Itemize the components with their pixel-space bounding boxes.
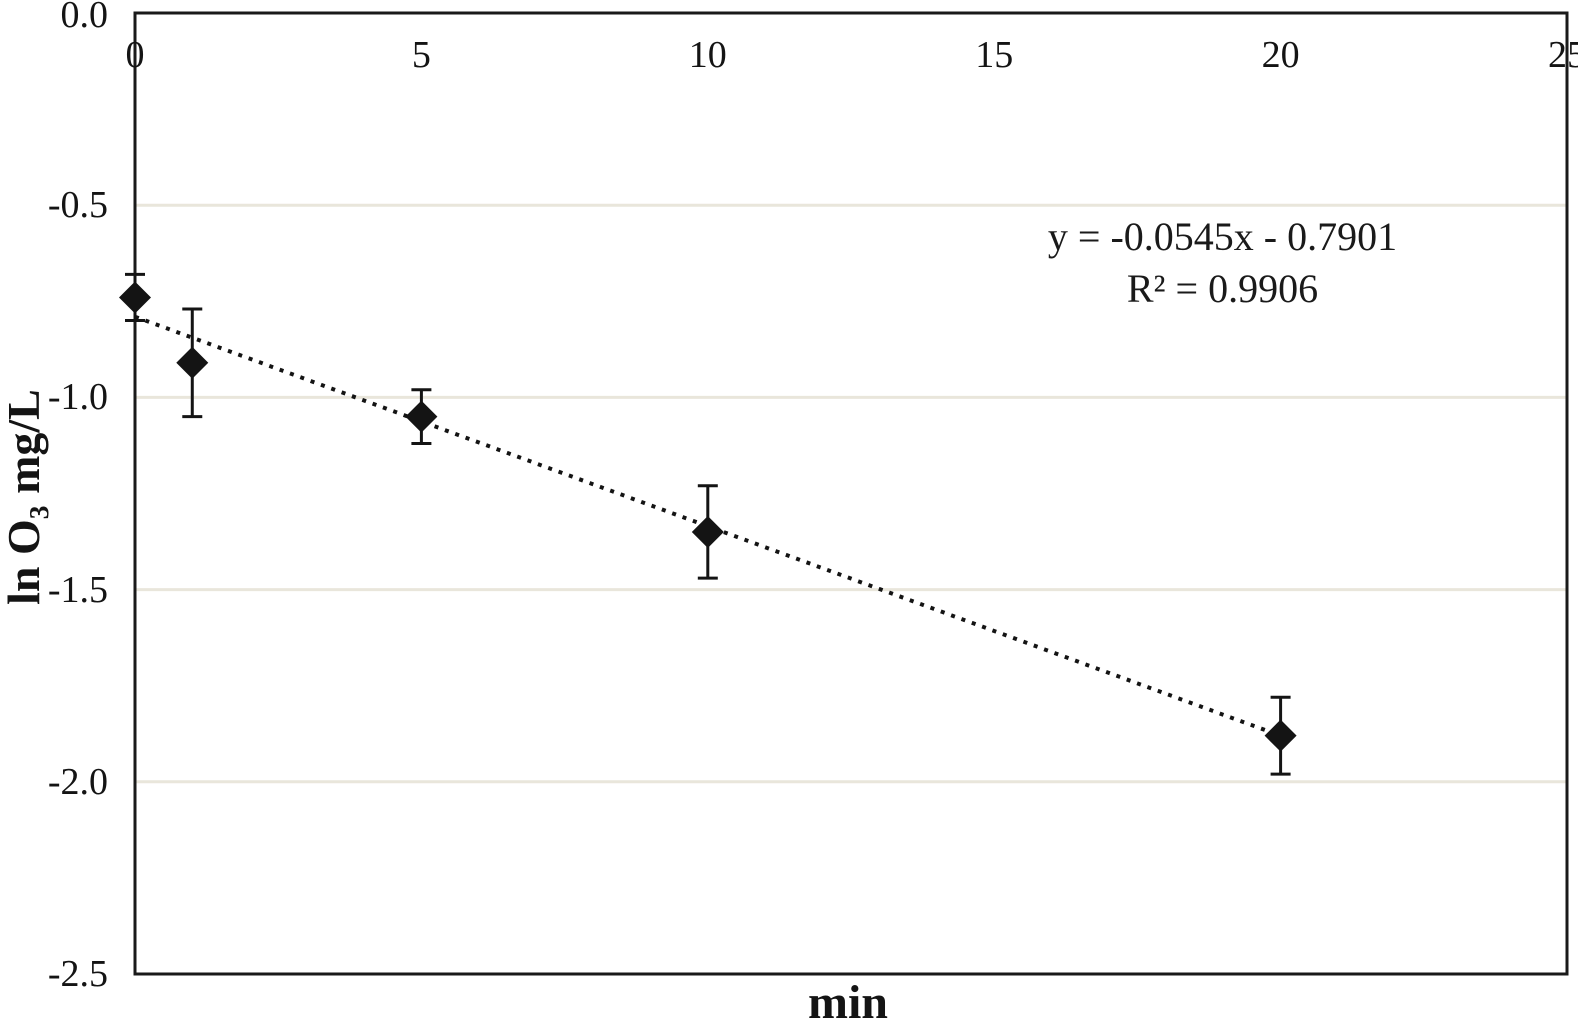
y-tick-label: -2.0 — [47, 760, 108, 803]
x-tick-label: 5 — [411, 34, 431, 76]
data-point-marker — [691, 515, 724, 548]
y-tick-label: -1.5 — [47, 568, 108, 611]
y-tick-label: -0.5 — [47, 184, 108, 227]
x-tick-label: 0 — [125, 34, 145, 76]
data-point-marker — [405, 400, 438, 433]
r-squared-text: R² = 0.9906 — [1126, 266, 1319, 311]
x-tick-label: 10 — [688, 34, 727, 76]
trendline-annotation: y = -0.0545x - 0.7901 R² = 0.9906 — [950, 211, 1495, 315]
plot-frame — [133, 11, 1569, 976]
y-tick-label: -1.0 — [47, 376, 108, 419]
x-axis-title: min — [807, 976, 888, 1023]
data-point-marker — [176, 346, 209, 379]
y-axis-title: ln O₃ mg/L — [0, 389, 49, 605]
y-tick-label: -2.5 — [47, 953, 108, 995]
x-tick-label: 25 — [1548, 34, 1578, 76]
data-point-marker — [1264, 719, 1297, 752]
data-point-marker — [119, 281, 151, 314]
x-tick-label: 15 — [975, 34, 1014, 76]
equation-text: y = -0.0545x - 0.7901 — [1047, 214, 1398, 259]
x-tick-label: 20 — [1261, 34, 1300, 76]
y-tick-label: 0.0 — [60, 0, 109, 36]
